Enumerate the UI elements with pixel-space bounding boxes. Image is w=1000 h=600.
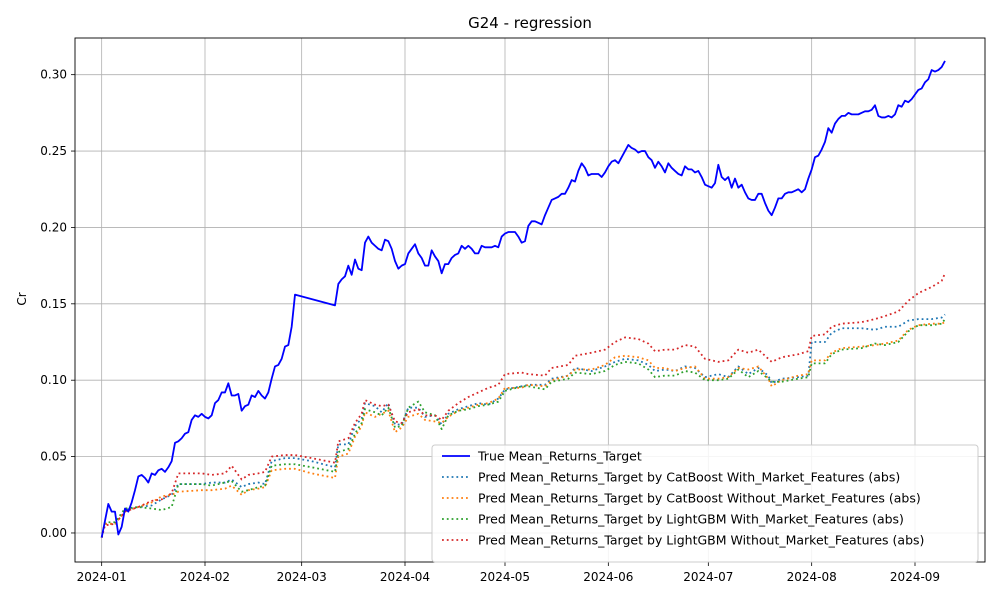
series-lines [100, 60, 946, 538]
series-line-1 [100, 60, 946, 538]
y-tick-label: 0.05 [40, 450, 67, 464]
tick-marks: 2024-01 2024-02 2024-03 2024-04 2024-05 2024-… [40, 68, 940, 584]
series-line-3 [100, 321, 946, 538]
legend-label: True Mean_Returns_Target [477, 449, 642, 464]
y-tick-label: 0.20 [40, 220, 67, 234]
x-tick-label: 2024-07 [683, 570, 733, 584]
legend: True Mean_Returns_Target Pred Mean_Return… [431, 444, 979, 563]
y-axis-label: Cr [15, 292, 29, 305]
x-tick-label: 2024-05 [480, 570, 530, 584]
x-tick-label: 2024-03 [277, 570, 327, 584]
chart-title: G24 - regression [468, 14, 592, 32]
legend-label: Pred Mean_Returns_Target by CatBoost Wit… [478, 491, 921, 506]
y-tick-label: 0.25 [40, 144, 67, 158]
legend-label: Pred Mean_Returns_Target by LightGBM Wit… [478, 512, 904, 527]
x-tick-label: 2024-01 [77, 570, 127, 584]
legend-box [431, 444, 979, 563]
x-tick-label: 2024-02 [180, 570, 230, 584]
x-tick-label: 2024-06 [583, 570, 633, 584]
y-tick-label: 0.00 [40, 526, 67, 540]
y-tick-label: 0.30 [40, 68, 67, 82]
x-tick-label: 2024-09 [890, 570, 940, 584]
series-line-5 [100, 272, 946, 538]
series-line-2 [100, 313, 946, 538]
y-tick-label: 0.10 [40, 373, 67, 387]
x-tick-label: 2024-08 [787, 570, 837, 584]
x-tick-label: 2024-04 [380, 570, 430, 584]
y-tick-label: 0.15 [40, 297, 67, 311]
series-line-4 [100, 318, 946, 538]
legend-label: Pred Mean_Returns_Target by CatBoost Wit… [478, 470, 900, 485]
legend-label: Pred Mean_Returns_Target by LightGBM Wit… [478, 533, 924, 548]
